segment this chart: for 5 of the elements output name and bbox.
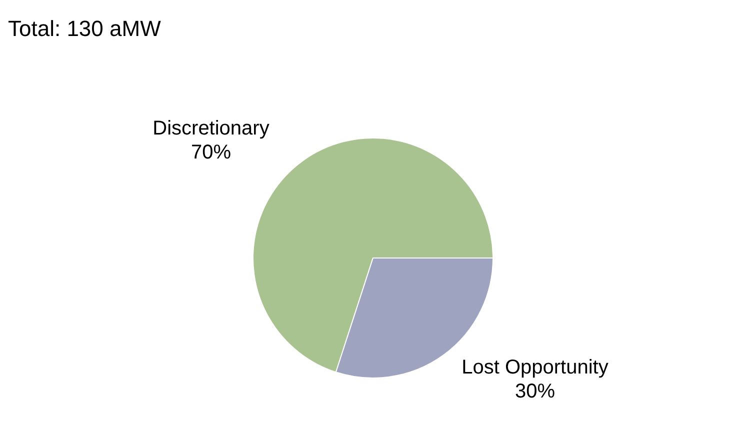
slice-label: Discretionary <box>152 117 270 140</box>
slice-label: Lost Opportunity <box>462 356 608 379</box>
data-label: 30% <box>514 380 556 403</box>
chart-title: Total: 130 aMW <box>8 16 161 42</box>
data-label: 70% <box>190 141 232 164</box>
